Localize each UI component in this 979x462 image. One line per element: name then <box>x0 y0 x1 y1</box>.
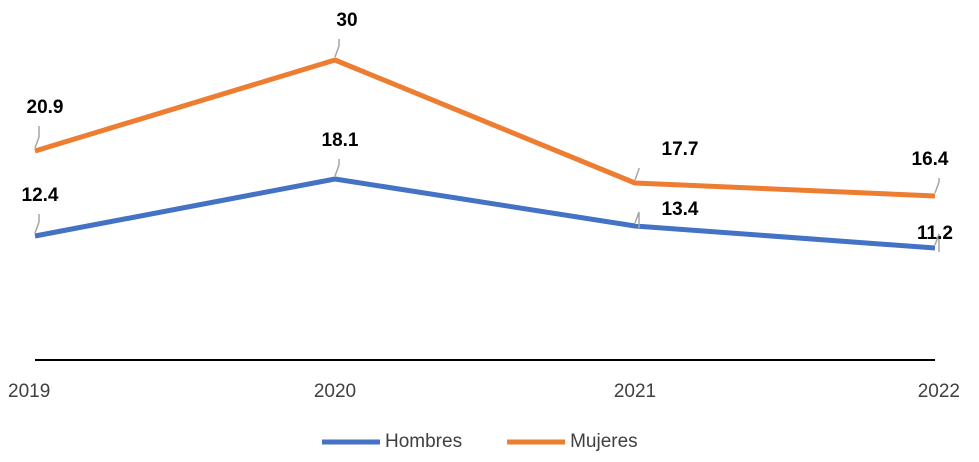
data-label: 30 <box>336 10 357 31</box>
data-label: 17.7 <box>662 139 699 160</box>
data-label: 20.9 <box>27 97 64 118</box>
data-label: 11.2 <box>917 223 953 244</box>
leader-line <box>934 178 940 194</box>
legend-label: Mujeres <box>570 431 638 452</box>
series-line <box>34 57 936 199</box>
data-label: 12.4 <box>22 185 59 206</box>
legend-label: Hombres <box>385 431 462 452</box>
data-label: 16.4 <box>912 149 949 170</box>
data-label: 18.1 <box>322 130 359 151</box>
data-label: 13.4 <box>662 199 699 220</box>
x-tick-label: 2020 <box>314 381 356 402</box>
leader-line <box>334 159 340 177</box>
series-line <box>34 176 936 251</box>
x-tick-label: 2021 <box>614 381 656 402</box>
leader-line <box>934 233 940 252</box>
x-tick-label: 2022 <box>918 381 960 402</box>
x-tick-label: 2019 <box>8 381 50 402</box>
leader-line <box>634 211 640 228</box>
leader-line <box>34 214 40 234</box>
leader-line <box>334 39 340 58</box>
leader-line <box>634 168 640 181</box>
leader-line <box>34 126 40 149</box>
